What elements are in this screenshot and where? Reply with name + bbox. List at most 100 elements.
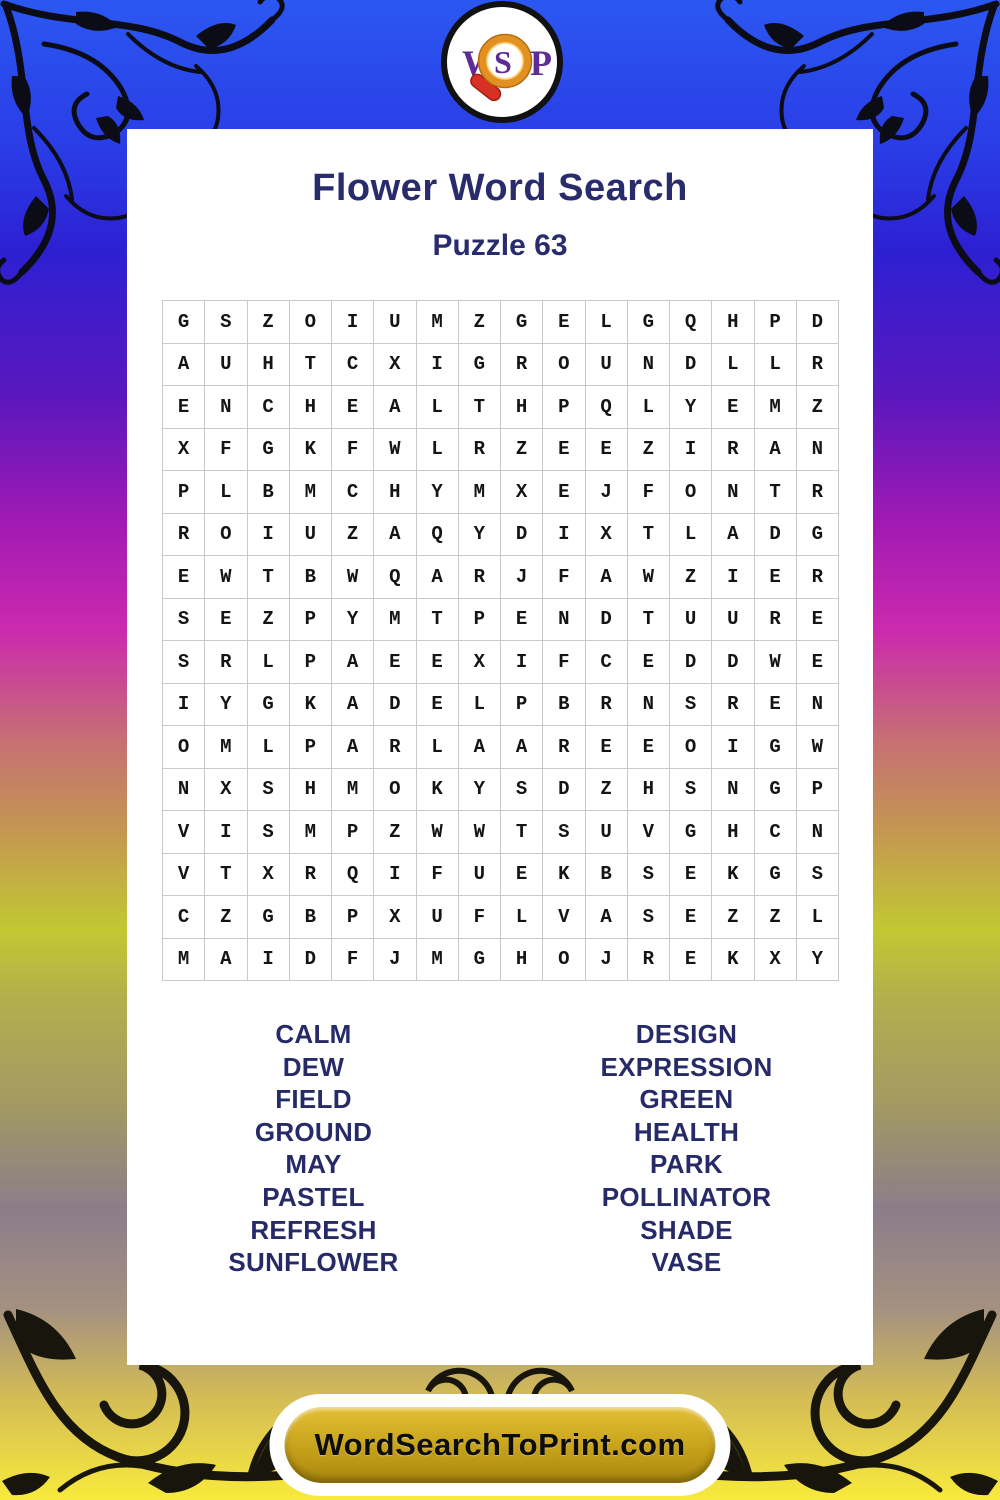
grid-cell: J bbox=[585, 938, 628, 981]
grid-cell: U bbox=[416, 896, 459, 939]
grid-cell: M bbox=[163, 938, 206, 981]
grid-cell: E bbox=[796, 641, 839, 684]
grid-cell: A bbox=[332, 641, 375, 684]
grid-cell: E bbox=[627, 641, 670, 684]
grid-cell: L bbox=[754, 343, 797, 386]
grid-cell: U bbox=[670, 598, 713, 641]
grid-cell: E bbox=[501, 853, 544, 896]
word-lists: CALM DEW FIELD GROUND MAY PASTEL REFRESH SUNFLO… bbox=[127, 1018, 873, 1279]
grid-cell: S bbox=[247, 811, 290, 854]
grid-cell: H bbox=[712, 301, 755, 344]
grid-cell: A bbox=[585, 556, 628, 599]
grid-cell: I bbox=[332, 301, 375, 344]
grid-cell: Z bbox=[585, 768, 628, 811]
grid-cell: R bbox=[754, 598, 797, 641]
grid-cell: D bbox=[796, 301, 839, 344]
grid-cell: X bbox=[374, 343, 417, 386]
grid-cell: T bbox=[627, 513, 670, 556]
grid-cell: C bbox=[247, 386, 290, 429]
grid-cell: P bbox=[754, 301, 797, 344]
grid-cell: L bbox=[627, 386, 670, 429]
word-item: SUNFLOWER bbox=[228, 1247, 399, 1278]
grid-cell: D bbox=[754, 513, 797, 556]
grid-cell: W bbox=[374, 428, 417, 471]
grid-cell: B bbox=[585, 853, 628, 896]
grid-cell: Z bbox=[458, 301, 501, 344]
grid-cell: L bbox=[585, 301, 628, 344]
grid-cell: H bbox=[501, 386, 544, 429]
grid-cell: E bbox=[543, 471, 586, 514]
grid-cell: G bbox=[458, 938, 501, 981]
word-list-left: CALM DEW FIELD GROUND MAY PASTEL REFRESH SUNFLO… bbox=[127, 1018, 500, 1279]
grid-cell: L bbox=[796, 896, 839, 939]
grid-cell: I bbox=[247, 938, 290, 981]
grid-cell: S bbox=[247, 768, 290, 811]
grid-cell: L bbox=[416, 726, 459, 769]
grid-cell: E bbox=[670, 896, 713, 939]
grid-cell: L bbox=[670, 513, 713, 556]
grid-cell: L bbox=[416, 428, 459, 471]
grid-cell: O bbox=[670, 726, 713, 769]
grid-cell: I bbox=[374, 853, 417, 896]
grid-cell: H bbox=[289, 386, 332, 429]
grid-cell: W bbox=[627, 556, 670, 599]
grid-cell: G bbox=[247, 428, 290, 471]
grid-cell: A bbox=[205, 938, 248, 981]
grid-cell: Y bbox=[205, 683, 248, 726]
grid-cell: N bbox=[712, 768, 755, 811]
grid-cell: C bbox=[163, 896, 206, 939]
grid-cell: L bbox=[247, 726, 290, 769]
grid-cell: H bbox=[374, 471, 417, 514]
word-item: DESIGN bbox=[635, 1019, 738, 1049]
word-item: SHADE bbox=[640, 1214, 733, 1245]
grid-cell: E bbox=[163, 556, 206, 599]
grid-cell: L bbox=[205, 471, 248, 514]
grid-cell: Y bbox=[332, 598, 375, 641]
grid-cell: N bbox=[627, 343, 670, 386]
grid-cell: T bbox=[416, 598, 459, 641]
grid-cell: X bbox=[205, 768, 248, 811]
grid-cell: H bbox=[247, 343, 290, 386]
word-item: FIELD bbox=[275, 1084, 352, 1115]
grid-cell: D bbox=[289, 938, 332, 981]
grid-cell: W bbox=[754, 641, 797, 684]
grid-cell: P bbox=[289, 641, 332, 684]
grid-cell: U bbox=[712, 598, 755, 641]
word-item: HEALTH bbox=[633, 1116, 740, 1147]
grid-cell: R bbox=[712, 428, 755, 471]
grid-cell: A bbox=[501, 726, 544, 769]
grid-cell: Z bbox=[796, 386, 839, 429]
grid-cell: A bbox=[163, 343, 206, 386]
word-item: GROUND bbox=[254, 1116, 373, 1147]
grid-cell: I bbox=[247, 513, 290, 556]
grid-cell: R bbox=[585, 683, 628, 726]
grid-cell: I bbox=[205, 811, 248, 854]
grid-cell: Z bbox=[247, 301, 290, 344]
grid-cell: S bbox=[163, 598, 206, 641]
grid-cell: R bbox=[205, 641, 248, 684]
grid-cell: I bbox=[416, 343, 459, 386]
site-link-button[interactable]: WordSearchToPrint.com bbox=[284, 1407, 716, 1483]
grid-cell: N bbox=[163, 768, 206, 811]
grid-cell: U bbox=[585, 343, 628, 386]
grid-cell: H bbox=[501, 938, 544, 981]
grid-cell: F bbox=[543, 641, 586, 684]
grid-cell: H bbox=[289, 768, 332, 811]
grid-cell: I bbox=[712, 726, 755, 769]
grid-cell: L bbox=[501, 896, 544, 939]
grid-cell: U bbox=[289, 513, 332, 556]
grid-cell: Y bbox=[458, 513, 501, 556]
grid-cell: L bbox=[458, 683, 501, 726]
grid-cell: Q bbox=[332, 853, 375, 896]
grid-cell: E bbox=[543, 428, 586, 471]
grid-cell: V bbox=[627, 811, 670, 854]
grid-cell: Y bbox=[416, 471, 459, 514]
grid-cell: X bbox=[501, 471, 544, 514]
grid-cell: S bbox=[670, 683, 713, 726]
grid-cell: Z bbox=[754, 896, 797, 939]
grid-cell: A bbox=[458, 726, 501, 769]
grid-cell: T bbox=[627, 598, 670, 641]
grid-cell: Q bbox=[416, 513, 459, 556]
grid-cell: I bbox=[501, 641, 544, 684]
